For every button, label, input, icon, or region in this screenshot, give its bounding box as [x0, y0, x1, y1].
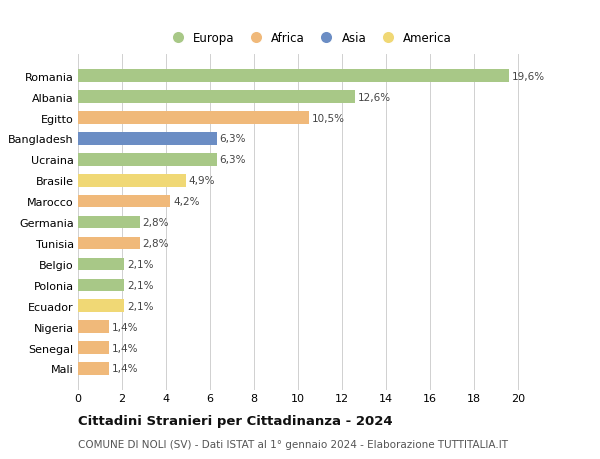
Bar	[78, 174, 186, 187]
Bar	[78, 133, 217, 146]
Bar	[78, 154, 217, 166]
Text: 1,4%: 1,4%	[112, 322, 138, 332]
Bar	[78, 237, 140, 250]
Text: 6,3%: 6,3%	[219, 155, 246, 165]
Bar	[78, 321, 109, 333]
Text: 2,1%: 2,1%	[127, 301, 154, 311]
Text: 4,9%: 4,9%	[188, 176, 215, 186]
Bar	[78, 300, 124, 312]
Text: 2,1%: 2,1%	[127, 280, 154, 290]
Bar	[78, 91, 355, 104]
Bar	[78, 112, 309, 124]
Legend: Europa, Africa, Asia, America: Europa, Africa, Asia, America	[161, 28, 457, 50]
Text: 12,6%: 12,6%	[358, 92, 391, 102]
Text: 6,3%: 6,3%	[219, 134, 246, 144]
Text: 2,8%: 2,8%	[142, 239, 169, 248]
Text: 19,6%: 19,6%	[512, 72, 545, 82]
Bar	[78, 341, 109, 354]
Text: 2,1%: 2,1%	[127, 259, 154, 269]
Bar	[78, 279, 124, 291]
Bar	[78, 258, 124, 271]
Bar	[78, 70, 509, 83]
Text: COMUNE DI NOLI (SV) - Dati ISTAT al 1° gennaio 2024 - Elaborazione TUTTITALIA.IT: COMUNE DI NOLI (SV) - Dati ISTAT al 1° g…	[78, 440, 508, 449]
Text: 1,4%: 1,4%	[112, 343, 138, 353]
Bar	[78, 196, 170, 208]
Text: Cittadini Stranieri per Cittadinanza - 2024: Cittadini Stranieri per Cittadinanza - 2…	[78, 414, 392, 428]
Bar	[78, 363, 109, 375]
Text: 1,4%: 1,4%	[112, 364, 138, 374]
Text: 4,2%: 4,2%	[173, 197, 200, 207]
Text: 2,8%: 2,8%	[142, 218, 169, 228]
Bar	[78, 216, 140, 229]
Text: 10,5%: 10,5%	[311, 113, 344, 123]
